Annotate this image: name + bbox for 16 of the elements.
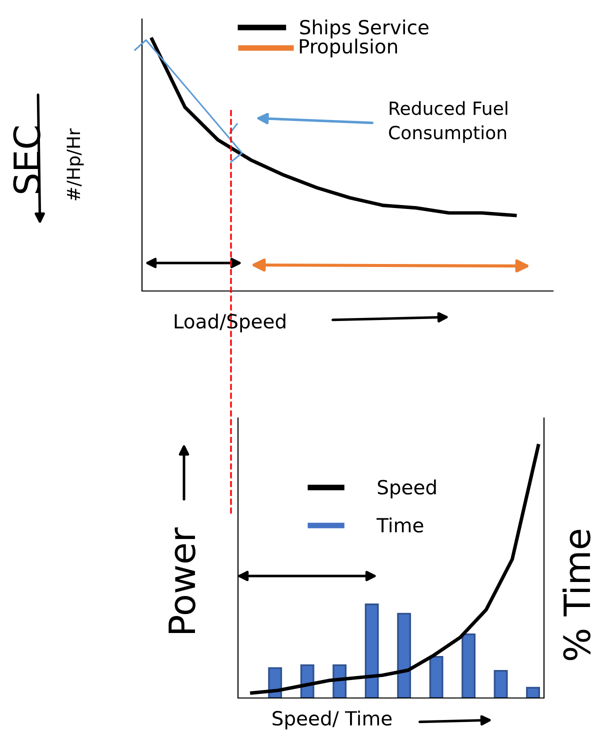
x-axis-title: Speed/ Time [272, 710, 392, 730]
bar [526, 686, 540, 698]
text: #/Hp/Hr [66, 128, 84, 200]
bar [462, 633, 476, 698]
annotation: Reduced Fuel Consumption [389, 101, 508, 143]
legend-label: Speed [378, 480, 436, 498]
bar [429, 656, 444, 698]
bar [364, 604, 379, 698]
annotation: Propulsion [300, 38, 398, 58]
bar [494, 670, 508, 698]
legend-label: Time [376, 518, 424, 533]
x-axis-title: Load/Speed [174, 314, 286, 332]
bar [397, 612, 412, 698]
legend-label: Ships Service [300, 20, 428, 38]
y2-axis-title: % Time [562, 530, 590, 660]
y-axis-title: Power [168, 527, 196, 634]
